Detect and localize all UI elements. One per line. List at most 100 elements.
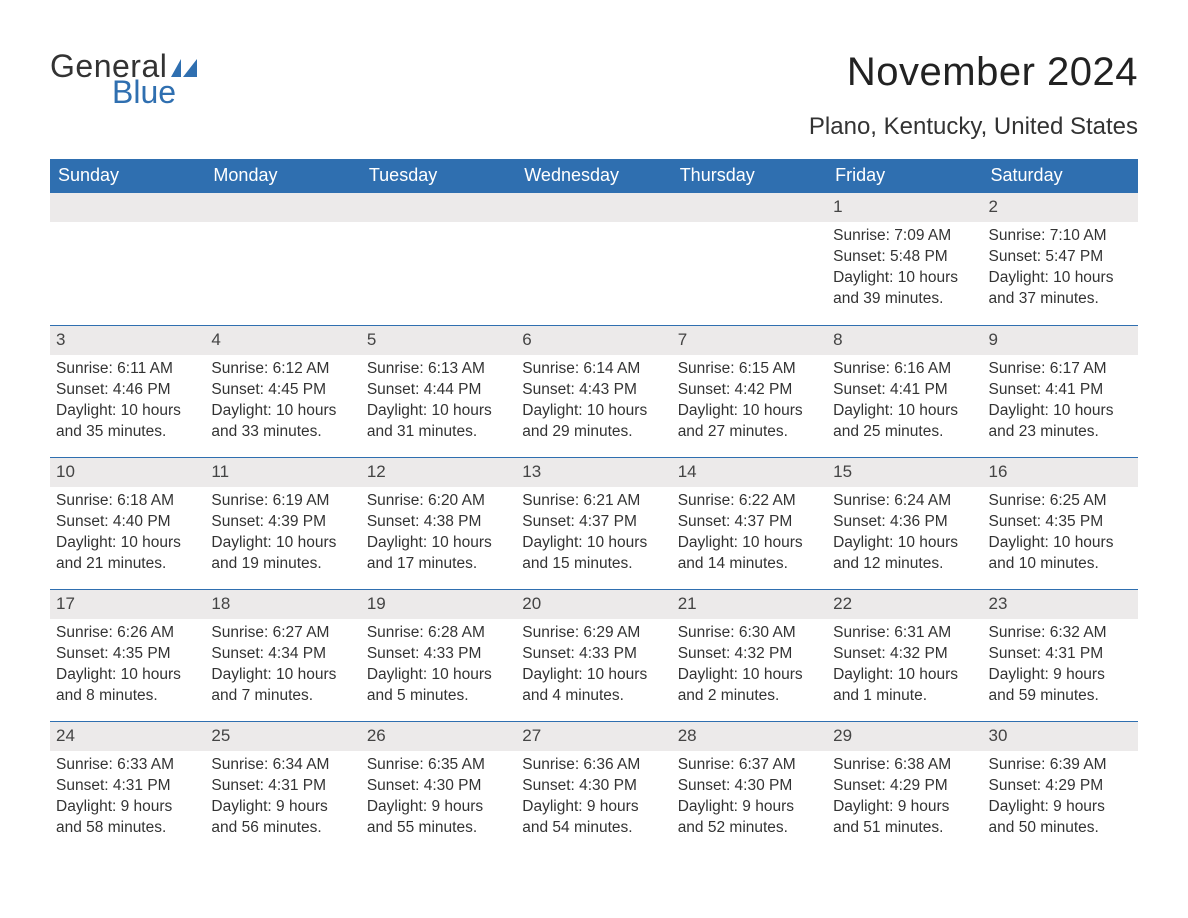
day-number: 24 [50,722,205,751]
daylight-line-1: Daylight: 9 hours [678,797,821,818]
sunrise-line: Sunrise: 6:36 AM [522,755,665,776]
day-number: 2 [983,193,1138,222]
weekday-header: Wednesday [516,159,671,193]
sunrise-line: Sunrise: 6:37 AM [678,755,821,776]
calendar-day: 15Sunrise: 6:24 AMSunset: 4:36 PMDayligh… [827,458,982,589]
day-number: 10 [50,458,205,487]
sunset-line: Sunset: 4:29 PM [833,776,976,797]
daylight-line-2: and 56 minutes. [211,818,354,839]
daylight-line-2: and 7 minutes. [211,686,354,707]
daylight-line-1: Daylight: 10 hours [833,268,976,289]
day-body: Sunrise: 6:16 AMSunset: 4:41 PMDaylight:… [827,355,982,453]
calendar-day: 27Sunrise: 6:36 AMSunset: 4:30 PMDayligh… [516,722,671,853]
daylight-line-2: and 52 minutes. [678,818,821,839]
day-body: Sunrise: 6:30 AMSunset: 4:32 PMDaylight:… [672,619,827,717]
sunrise-line: Sunrise: 6:19 AM [211,491,354,512]
daylight-line-1: Daylight: 10 hours [56,665,199,686]
sunrise-line: Sunrise: 6:17 AM [989,359,1132,380]
sunset-line: Sunset: 4:37 PM [678,512,821,533]
sunset-line: Sunset: 4:34 PM [211,644,354,665]
calendar-day: 28Sunrise: 6:37 AMSunset: 4:30 PMDayligh… [672,722,827,853]
weekday-header: Saturday [983,159,1138,193]
sunset-line: Sunset: 4:31 PM [989,644,1132,665]
day-number: 7 [672,326,827,355]
brand-logo: General Blue [50,50,197,108]
calendar-day-empty [361,193,516,325]
day-body: Sunrise: 6:11 AMSunset: 4:46 PMDaylight:… [50,355,205,453]
day-body: Sunrise: 6:18 AMSunset: 4:40 PMDaylight:… [50,487,205,585]
sunrise-line: Sunrise: 7:10 AM [989,226,1132,247]
calendar-day: 21Sunrise: 6:30 AMSunset: 4:32 PMDayligh… [672,590,827,721]
daylight-line-2: and 15 minutes. [522,554,665,575]
day-body: Sunrise: 6:19 AMSunset: 4:39 PMDaylight:… [205,487,360,585]
day-number: 22 [827,590,982,619]
day-number [361,193,516,222]
daylight-line-2: and 5 minutes. [367,686,510,707]
sunrise-line: Sunrise: 6:35 AM [367,755,510,776]
calendar-week-row: 24Sunrise: 6:33 AMSunset: 4:31 PMDayligh… [50,721,1138,853]
calendar-week-row: 3Sunrise: 6:11 AMSunset: 4:46 PMDaylight… [50,325,1138,457]
day-body: Sunrise: 6:21 AMSunset: 4:37 PMDaylight:… [516,487,671,585]
sunrise-line: Sunrise: 6:14 AM [522,359,665,380]
day-body: Sunrise: 6:28 AMSunset: 4:33 PMDaylight:… [361,619,516,717]
calendar-day: 13Sunrise: 6:21 AMSunset: 4:37 PMDayligh… [516,458,671,589]
day-number: 14 [672,458,827,487]
weekday-header: Friday [827,159,982,193]
daylight-line-1: Daylight: 10 hours [522,533,665,554]
sunrise-line: Sunrise: 6:26 AM [56,623,199,644]
sunset-line: Sunset: 4:41 PM [833,380,976,401]
sunrise-line: Sunrise: 6:24 AM [833,491,976,512]
daylight-line-1: Daylight: 10 hours [522,401,665,422]
daylight-line-2: and 17 minutes. [367,554,510,575]
day-number: 25 [205,722,360,751]
day-number: 29 [827,722,982,751]
day-body: Sunrise: 6:39 AMSunset: 4:29 PMDaylight:… [983,751,1138,849]
sunset-line: Sunset: 4:43 PM [522,380,665,401]
day-number: 30 [983,722,1138,751]
calendar-day: 3Sunrise: 6:11 AMSunset: 4:46 PMDaylight… [50,326,205,457]
day-number: 11 [205,458,360,487]
sunset-line: Sunset: 4:33 PM [522,644,665,665]
calendar-day: 12Sunrise: 6:20 AMSunset: 4:38 PMDayligh… [361,458,516,589]
sunset-line: Sunset: 4:42 PM [678,380,821,401]
calendar-day: 29Sunrise: 6:38 AMSunset: 4:29 PMDayligh… [827,722,982,853]
sunset-line: Sunset: 4:30 PM [522,776,665,797]
daylight-line-1: Daylight: 9 hours [211,797,354,818]
daylight-line-2: and 29 minutes. [522,422,665,443]
day-body: Sunrise: 6:24 AMSunset: 4:36 PMDaylight:… [827,487,982,585]
day-body: Sunrise: 6:26 AMSunset: 4:35 PMDaylight:… [50,619,205,717]
daylight-line-1: Daylight: 10 hours [678,533,821,554]
day-number: 28 [672,722,827,751]
sunrise-line: Sunrise: 6:22 AM [678,491,821,512]
daylight-line-1: Daylight: 10 hours [522,665,665,686]
calendar-day: 17Sunrise: 6:26 AMSunset: 4:35 PMDayligh… [50,590,205,721]
daylight-line-1: Daylight: 9 hours [989,797,1132,818]
daylight-line-1: Daylight: 10 hours [211,533,354,554]
day-body: Sunrise: 6:12 AMSunset: 4:45 PMDaylight:… [205,355,360,453]
sunset-line: Sunset: 4:35 PM [989,512,1132,533]
daylight-line-2: and 4 minutes. [522,686,665,707]
calendar-week-row: 10Sunrise: 6:18 AMSunset: 4:40 PMDayligh… [50,457,1138,589]
calendar-day: 23Sunrise: 6:32 AMSunset: 4:31 PMDayligh… [983,590,1138,721]
calendar-day: 26Sunrise: 6:35 AMSunset: 4:30 PMDayligh… [361,722,516,853]
daylight-line-2: and 12 minutes. [833,554,976,575]
daylight-line-2: and 8 minutes. [56,686,199,707]
day-body: Sunrise: 6:37 AMSunset: 4:30 PMDaylight:… [672,751,827,849]
calendar-day: 6Sunrise: 6:14 AMSunset: 4:43 PMDaylight… [516,326,671,457]
day-body: Sunrise: 6:36 AMSunset: 4:30 PMDaylight:… [516,751,671,849]
daylight-line-2: and 37 minutes. [989,289,1132,310]
day-number: 13 [516,458,671,487]
calendar-week-row: 1Sunrise: 7:09 AMSunset: 5:48 PMDaylight… [50,193,1138,325]
sunset-line: Sunset: 4:45 PM [211,380,354,401]
sunrise-line: Sunrise: 6:20 AM [367,491,510,512]
daylight-line-2: and 10 minutes. [989,554,1132,575]
sunset-line: Sunset: 4:37 PM [522,512,665,533]
daylight-line-2: and 39 minutes. [833,289,976,310]
day-number: 19 [361,590,516,619]
calendar-day: 5Sunrise: 6:13 AMSunset: 4:44 PMDaylight… [361,326,516,457]
calendar-day: 1Sunrise: 7:09 AMSunset: 5:48 PMDaylight… [827,193,982,325]
day-number [516,193,671,222]
sunset-line: Sunset: 4:38 PM [367,512,510,533]
daylight-line-2: and 31 minutes. [367,422,510,443]
day-body: Sunrise: 6:17 AMSunset: 4:41 PMDaylight:… [983,355,1138,453]
